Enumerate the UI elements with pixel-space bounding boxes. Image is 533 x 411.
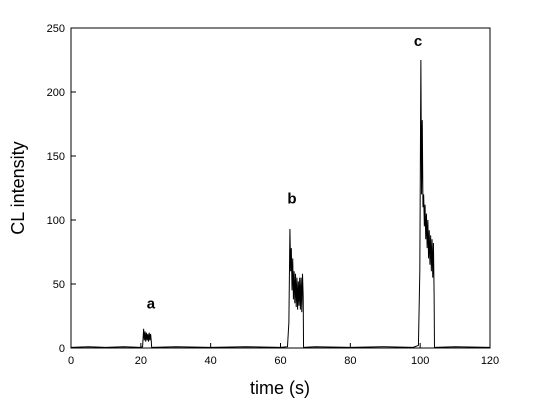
- plot-frame: [70, 27, 491, 349]
- y-tick-label: 100: [47, 215, 65, 227]
- annotation: c: [414, 33, 422, 50]
- y-tick-label: 250: [47, 23, 65, 35]
- x-tick-label: 120: [481, 355, 499, 367]
- x-tick-label: 60: [274, 355, 286, 367]
- y-tick-label: 50: [53, 279, 65, 291]
- y-tick-label: 200: [47, 87, 65, 99]
- x-tick-label: 100: [411, 355, 429, 367]
- annotation: b: [287, 190, 296, 207]
- y-tick-label: 150: [47, 151, 65, 163]
- x-axis-label: time (s): [250, 378, 310, 398]
- x-tick-label: 0: [68, 355, 74, 367]
- data-line: [70, 59, 491, 348]
- annotation: a: [147, 295, 156, 312]
- x-tick-label: 20: [135, 355, 147, 367]
- x-tick-label: 80: [344, 355, 356, 367]
- x-tick-label: 40: [205, 355, 217, 367]
- y-tick-label: 0: [59, 343, 65, 355]
- y-axis-label: CL intensity: [8, 141, 28, 234]
